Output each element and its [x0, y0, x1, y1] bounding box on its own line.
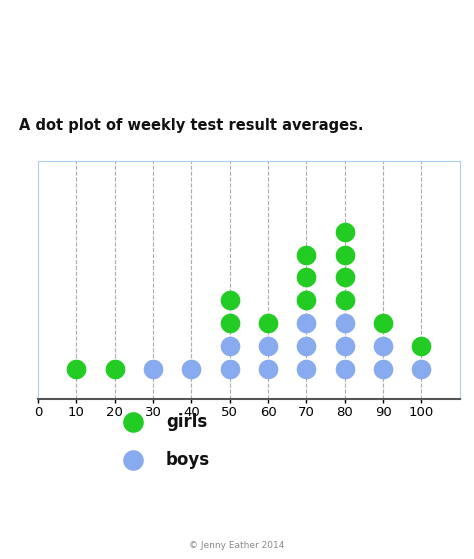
Text: A dot plot of weekly test result averages.: A dot plot of weekly test result average…: [19, 119, 364, 134]
Point: [379, 342, 387, 350]
Point: [264, 364, 272, 373]
Point: [302, 319, 310, 328]
Text: dot plot: dot plot: [191, 67, 283, 87]
Point: [379, 364, 387, 373]
Text: girls: girls: [166, 413, 207, 430]
Point: [302, 273, 310, 282]
Point: [226, 319, 234, 328]
Text: also known as a line plot: also known as a line plot: [111, 499, 363, 517]
Point: [226, 364, 234, 373]
Point: [264, 319, 272, 328]
Point: [129, 455, 137, 464]
Point: [341, 364, 348, 373]
Point: [188, 364, 195, 373]
Point: [302, 364, 310, 373]
Point: [129, 417, 137, 426]
Point: [418, 364, 425, 373]
Point: [149, 364, 157, 373]
Point: [302, 296, 310, 305]
Point: [73, 364, 80, 373]
Point: [341, 342, 348, 350]
Point: [341, 319, 348, 328]
Point: [379, 319, 387, 328]
Point: [418, 342, 425, 350]
Point: [341, 250, 348, 259]
Point: [341, 228, 348, 236]
Point: [341, 296, 348, 305]
Point: [111, 364, 118, 373]
Point: [341, 273, 348, 282]
Point: [302, 342, 310, 350]
Point: [226, 296, 234, 305]
Point: [302, 250, 310, 259]
Text: boys: boys: [166, 451, 210, 469]
Text: © Jenny Eather 2014: © Jenny Eather 2014: [189, 541, 285, 549]
Point: [264, 342, 272, 350]
Point: [226, 342, 234, 350]
